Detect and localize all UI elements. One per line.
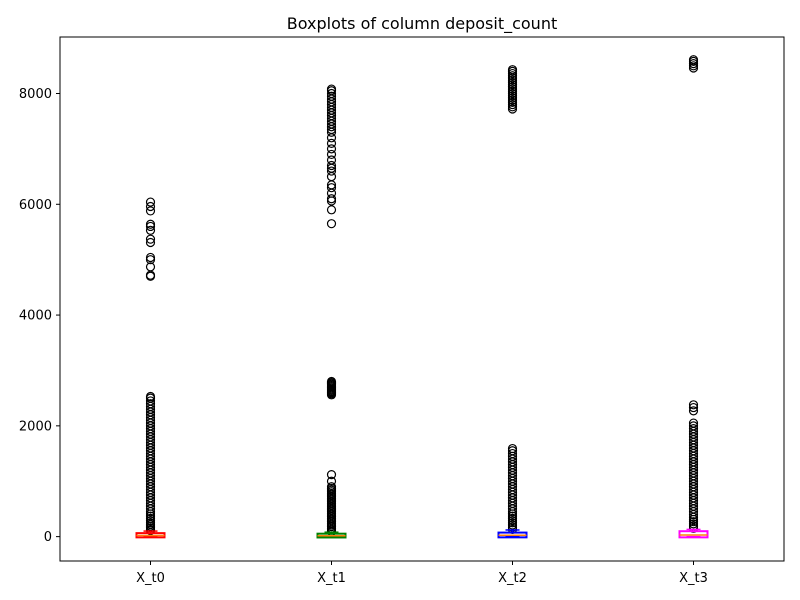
- plot-area: [135, 55, 709, 539]
- outlier-point: [507, 443, 518, 454]
- outlier-point: [507, 65, 518, 75]
- x-tick-label: X_t3: [679, 571, 708, 586]
- outlier-point: [145, 391, 156, 402]
- outlier-point: [326, 84, 337, 94]
- x-tick-label: X_t2: [498, 571, 527, 586]
- outlier-point: [326, 144, 337, 154]
- outlier-point: [145, 206, 156, 216]
- outlier-point: [688, 400, 699, 410]
- outlier-point: [326, 88, 337, 99]
- outlier-point: [326, 469, 337, 480]
- outlier-point: [145, 237, 156, 248]
- y-tick-label: 0: [44, 530, 52, 545]
- outlier-point: [326, 482, 337, 492]
- outlier-point: [145, 234, 156, 244]
- outlier-point: [688, 55, 699, 65]
- outlier-point: [326, 155, 337, 165]
- outlier-point: [688, 421, 699, 431]
- y-tick-label: 6000: [19, 198, 52, 213]
- y-tick-label: 2000: [19, 419, 52, 434]
- y-tick-label: 8000: [19, 87, 52, 102]
- outlier-point: [326, 476, 337, 486]
- box-group-X_t3: [678, 55, 709, 539]
- y-axis: 0 2000 4000 6000 8000: [19, 87, 60, 545]
- outlier-point: [507, 448, 518, 459]
- outlier-point: [326, 160, 337, 171]
- outlier-point: [145, 252, 156, 263]
- outlier-point: [145, 197, 156, 207]
- outlier-point: [688, 406, 699, 416]
- outlier-point: [326, 166, 337, 176]
- y-tick-label: 4000: [19, 309, 52, 324]
- outlier-point: [326, 91, 337, 101]
- outlier-point: [145, 399, 156, 409]
- x-tick-label: X_t1: [317, 571, 346, 586]
- box-group-X_t1: [316, 84, 347, 539]
- outlier-point: [145, 225, 156, 235]
- box-group-X_t2: [497, 65, 528, 539]
- outlier-point: [145, 396, 156, 406]
- plot-frame: [59, 36, 785, 562]
- outlier-point: [326, 194, 337, 204]
- outlier-point: [145, 201, 156, 212]
- outlier-point: [145, 219, 156, 229]
- outlier-point: [326, 205, 337, 215]
- outlier-point: [688, 418, 699, 428]
- outlier-point: [326, 183, 337, 193]
- outlier-point: [688, 402, 699, 413]
- outlier-point: [688, 424, 699, 434]
- chart-title: Boxplots of column deposit_count: [287, 14, 557, 34]
- outlier-point: [326, 149, 337, 160]
- x-tick-label: X_t0: [136, 571, 165, 586]
- outlier-point: [326, 138, 337, 148]
- outlier-point: [326, 219, 337, 229]
- outlier-point: [326, 376, 337, 387]
- box-group-X_t0: [135, 197, 166, 539]
- outlier-point: [145, 262, 156, 272]
- x-axis: X_t0 X_t1 X_t2 X_t3: [136, 561, 708, 586]
